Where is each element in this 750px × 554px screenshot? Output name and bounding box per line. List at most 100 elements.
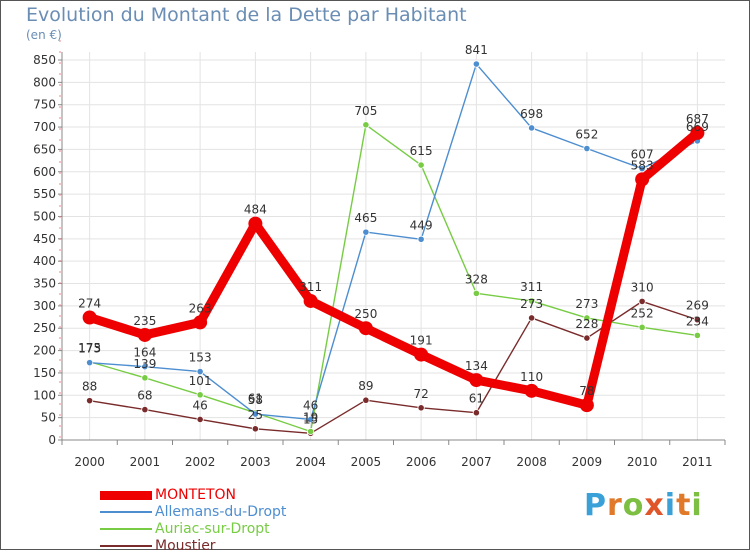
data-label: 687 (686, 112, 709, 126)
y-tick-label: 300 (33, 299, 56, 313)
proxiti-logo: Proxiti (584, 488, 703, 523)
x-tick-label: 2007 (461, 455, 492, 469)
data-point (196, 415, 204, 424)
data-label: 235 (133, 314, 156, 328)
data-label: 311 (520, 280, 543, 294)
y-tick-label: 450 (33, 232, 56, 246)
logo-letter: i (664, 488, 677, 523)
data-point (86, 397, 94, 405)
data-label: 669 (686, 120, 709, 134)
data-point (583, 334, 591, 342)
y-tick-label: 500 (33, 209, 56, 223)
data-point (196, 391, 204, 399)
legend-swatch (100, 490, 152, 500)
data-point (417, 235, 425, 243)
data-label: 310 (631, 280, 654, 294)
x-tick-label: 2008 (516, 455, 547, 469)
data-point (472, 289, 480, 297)
data-point (472, 60, 480, 68)
data-label: 88 (82, 380, 97, 394)
data-label: 25 (248, 408, 263, 422)
x-tick-label: 2004 (295, 455, 326, 469)
data-label: 250 (354, 307, 377, 321)
data-label: 78 (579, 384, 594, 398)
data-point (690, 125, 705, 140)
data-label: 465 (354, 211, 377, 225)
data-point (137, 327, 152, 342)
data-label: 607 (631, 148, 654, 162)
data-label: 615 (410, 144, 433, 158)
data-label: 58 (248, 393, 263, 407)
data-point (141, 405, 149, 414)
data-point (362, 228, 370, 236)
data-point (524, 383, 539, 398)
series-line-allemans-du-dropt (88, 63, 699, 421)
data-label: 273 (575, 297, 598, 311)
data-point (307, 427, 315, 436)
x-tick-label: 2006 (406, 455, 437, 469)
data-point (358, 321, 373, 336)
x-tick-label: 2005 (351, 455, 382, 469)
data-point (469, 373, 484, 388)
data-label: 234 (686, 314, 709, 328)
y-tick-label: 100 (33, 388, 56, 402)
logo-letter: o (622, 488, 645, 523)
legend-label: Allemans-du-Dropt (155, 504, 287, 520)
data-label: 191 (410, 334, 433, 348)
data-point (638, 297, 646, 306)
data-label: 110 (520, 370, 543, 384)
data-point (307, 415, 315, 424)
logo-letter: P (584, 488, 607, 523)
data-point (528, 297, 536, 305)
y-tick-label: 550 (33, 187, 56, 201)
data-label: 652 (575, 128, 598, 142)
data-point (528, 124, 536, 132)
logo-letter: t (676, 488, 692, 523)
logo-letter: i (691, 488, 703, 523)
data-point (583, 314, 591, 322)
data-point (635, 172, 650, 187)
x-tick-label: 2010 (627, 455, 658, 469)
data-label: 46 (192, 398, 207, 412)
data-label: 68 (137, 389, 152, 403)
data-point (86, 359, 94, 367)
x-tick-label: 2000 (74, 455, 105, 469)
data-point (414, 347, 429, 362)
data-label: 173 (78, 342, 101, 356)
y-tick-label: 800 (33, 75, 56, 89)
data-point (193, 315, 208, 330)
data-point (528, 314, 536, 322)
data-point (303, 293, 318, 308)
x-tick-label: 2009 (572, 455, 603, 469)
x-tick-label: 2001 (130, 455, 161, 469)
data-point (251, 425, 259, 433)
data-label: 89 (358, 379, 373, 393)
series-line-moustier (88, 300, 699, 434)
chart-title: Evolution du Montant de la Dette par Hab… (26, 4, 467, 26)
legend-swatch (100, 528, 152, 530)
data-label: 484 (244, 203, 267, 217)
data-label: 841 (465, 43, 488, 57)
data-label: 46 (303, 398, 318, 412)
data-label: 164 (133, 346, 156, 360)
data-label: 263 (189, 301, 212, 315)
y-tick-label: 600 (33, 165, 56, 179)
data-point (693, 316, 701, 324)
y-tick-label: 350 (33, 277, 56, 291)
logo-letter: x (644, 488, 665, 523)
data-point (141, 374, 149, 382)
data-label: 101 (189, 374, 212, 388)
data-point (638, 165, 646, 173)
data-point (417, 404, 425, 412)
y-tick-label: 50 (41, 411, 56, 425)
data-label: 61 (248, 392, 263, 406)
data-point (248, 216, 263, 231)
data-point (82, 310, 97, 325)
legend-label: Moustier (155, 538, 216, 554)
plot-area (62, 52, 725, 440)
y-tick-label: 200 (33, 344, 56, 358)
x-tick-label: 2003 (240, 455, 271, 469)
y-tick-label: 0 (48, 433, 56, 447)
legend-swatch (100, 545, 152, 547)
